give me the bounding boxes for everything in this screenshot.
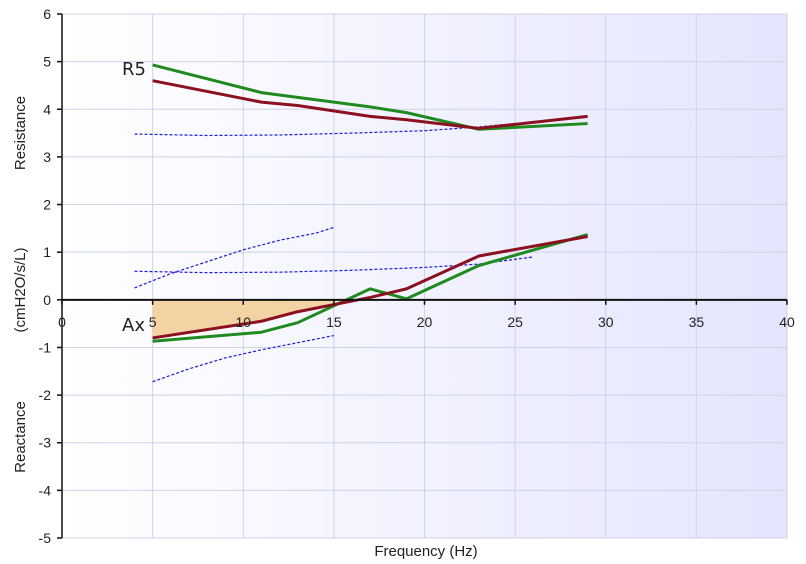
ax-area-layer (152, 299, 343, 339)
y-tick-label: -1 (39, 339, 52, 355)
x-tick-label: 20 (417, 314, 433, 330)
y-tick-label: -2 (39, 387, 52, 403)
x-tick-label: 15 (326, 314, 342, 330)
x-tick-labels: 0 5 10 15 20 25 30 35 40 (58, 314, 795, 330)
x-tick-label: 40 (779, 314, 795, 330)
y-tick-label: 2 (43, 197, 51, 213)
y-tick-label: -5 (39, 530, 52, 546)
y-axis-title-resistance: Resistance (12, 96, 29, 170)
ax-label: Ax (122, 315, 145, 336)
reference-curve-resistance (134, 122, 516, 137)
x-tick-label: 30 (598, 314, 614, 330)
reactance-series-green (152, 233, 589, 343)
y-tick-label: 5 (43, 54, 51, 70)
y-tick-label: 0 (43, 292, 51, 308)
x-axis-title: Frequency (Hz) (374, 543, 477, 560)
y-tick-label: -4 (39, 482, 52, 498)
reference-curve-reactance (152, 334, 334, 383)
x-tick-label: 25 (507, 314, 523, 330)
y-tick-labels: -5 -4 -3 -2 -1 0 1 2 3 4 5 6 (39, 6, 52, 546)
x-tick-label: 0 (58, 314, 66, 330)
axes (57, 13, 788, 539)
y-tick-label: 4 (43, 101, 51, 117)
reference-curve-reactance (134, 256, 534, 274)
x-tick-label: 5 (149, 314, 157, 330)
ax-area (152, 299, 343, 339)
reference-curve-reactance (134, 226, 335, 289)
y-axis-title-reactance: Reactance (12, 401, 29, 473)
y-tick-label: 3 (43, 149, 51, 165)
y-tick-label: -3 (39, 435, 52, 451)
r5-label: R5 (122, 59, 146, 80)
y-tick-label: 1 (43, 244, 51, 260)
data-series (152, 63, 589, 343)
resistance-series-red (152, 79, 588, 130)
x-tick-label: 35 (689, 314, 705, 330)
y-tick-label: 6 (43, 6, 51, 22)
reactance-series-red (152, 234, 588, 340)
x-tick-label: 10 (235, 314, 251, 330)
reference-curves (134, 122, 534, 383)
y-axis-title-units: (cmH2O/s/L) (12, 247, 29, 332)
